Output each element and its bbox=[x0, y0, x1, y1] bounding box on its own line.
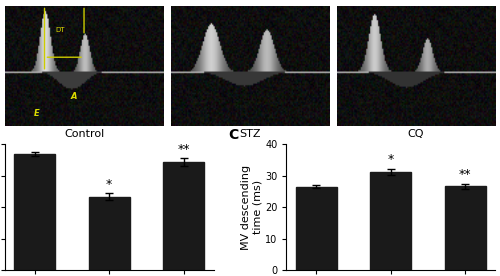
Bar bbox=[296, 187, 337, 270]
Y-axis label: MV descending
time (ms): MV descending time (ms) bbox=[240, 165, 262, 250]
X-axis label: CQ: CQ bbox=[408, 129, 424, 139]
Text: A: A bbox=[71, 92, 78, 101]
Text: A: A bbox=[0, 0, 8, 3]
Text: DT: DT bbox=[55, 27, 64, 33]
X-axis label: STZ: STZ bbox=[240, 129, 261, 139]
Bar bbox=[163, 162, 204, 270]
Text: C: C bbox=[228, 128, 238, 142]
Text: *: * bbox=[388, 153, 394, 166]
Text: *: * bbox=[106, 178, 112, 191]
Bar bbox=[89, 197, 130, 270]
Bar bbox=[14, 154, 56, 270]
Bar bbox=[370, 172, 411, 270]
Text: **: ** bbox=[178, 143, 190, 156]
Text: **: ** bbox=[459, 168, 471, 181]
Bar bbox=[444, 186, 486, 270]
X-axis label: Control: Control bbox=[64, 129, 104, 139]
Text: E: E bbox=[34, 109, 40, 118]
